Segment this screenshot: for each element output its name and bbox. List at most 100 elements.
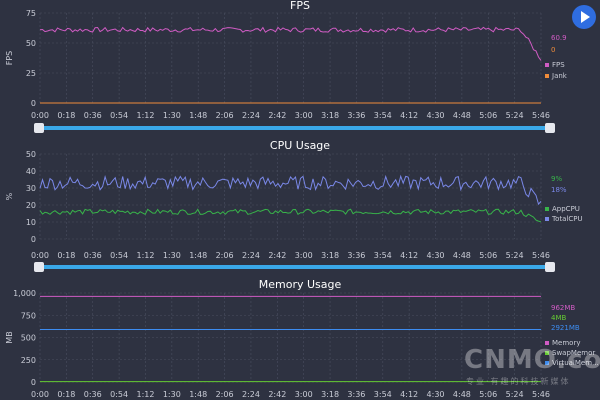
x-tick-label: 5:46 [532, 111, 550, 120]
x-tick-label: 5:46 [532, 251, 550, 260]
current-value-label: 962MB [551, 304, 575, 312]
x-tick-label: 0:36 [84, 251, 102, 260]
x-tick-label: 1:48 [189, 251, 207, 260]
y-tick-label: 500 [21, 334, 36, 343]
legend-swatch [545, 63, 549, 67]
x-tick-label: 4:12 [400, 111, 418, 120]
y-axis-label: % [5, 192, 14, 200]
x-tick-label: 0:18 [57, 251, 75, 260]
x-tick-label: 4:30 [427, 111, 445, 120]
current-value-label: 2921MB [551, 324, 580, 332]
series-line-fps [39, 26, 542, 61]
x-tick-label: 5:46 [532, 390, 550, 399]
chart-title: CPU Usage [270, 139, 330, 152]
series-line-totalcpu [39, 174, 542, 206]
range-slider-handle-left [34, 123, 44, 133]
y-tick-label: 1,000 [13, 289, 36, 298]
legend-item: VirtualMem... [552, 359, 599, 367]
legend-item: SwapMemor [552, 349, 595, 357]
legend-item: Jank [551, 72, 568, 80]
x-tick-label: 0:00 [31, 390, 49, 399]
x-tick-label: 4:48 [453, 111, 471, 120]
y-axis-label: FPS [5, 51, 14, 66]
x-tick-label: 3:36 [347, 251, 365, 260]
legend-item: AppCPU [552, 205, 580, 213]
x-tick-label: 1:12 [136, 111, 154, 120]
x-tick-label: 3:54 [374, 390, 392, 399]
x-tick-label: 2:42 [268, 251, 286, 260]
x-tick-label: 0:36 [84, 390, 102, 399]
x-tick-label: 5:06 [479, 251, 497, 260]
watermark-logo: CNMO.com [464, 345, 600, 375]
x-tick-label: 5:24 [506, 251, 524, 260]
series-line-appcpu [39, 208, 542, 223]
x-tick-label: 3:18 [321, 390, 339, 399]
x-tick-label: 3:18 [321, 251, 339, 260]
y-tick-label: 25 [26, 69, 36, 78]
y-tick-label: 750 [21, 311, 36, 320]
y-tick-label: 50 [26, 39, 36, 48]
x-tick-label: 4:48 [453, 251, 471, 260]
x-tick-label: 3:36 [347, 111, 365, 120]
x-tick-label: 4:48 [453, 390, 471, 399]
x-tick-label: 3:54 [374, 251, 392, 260]
x-tick-label: 2:24 [242, 251, 260, 260]
x-tick-label: 1:12 [136, 390, 154, 399]
x-tick-label: 1:48 [189, 390, 207, 399]
x-tick-label: 5:24 [506, 390, 524, 399]
x-tick-label: 3:54 [374, 111, 392, 120]
current-value-label: 18% [551, 186, 567, 194]
legend-item: TotalCPU [551, 215, 583, 223]
x-tick-label: 2:24 [242, 111, 260, 120]
y-tick-label: 0 [31, 378, 36, 387]
x-tick-label: 0:00 [31, 111, 49, 120]
y-axis-label: MB [5, 331, 14, 343]
y-tick-label: 250 [21, 356, 36, 365]
x-tick-label: 2:06 [216, 390, 234, 399]
x-tick-label: 0:54 [110, 251, 128, 260]
x-tick-label: 1:48 [189, 111, 207, 120]
y-tick-label: 75 [26, 9, 36, 18]
x-tick-label: 4:30 [427, 251, 445, 260]
legend-swatch [545, 341, 549, 345]
x-tick-label: 1:12 [136, 251, 154, 260]
play-icon[interactable] [572, 5, 596, 29]
x-tick-label: 3:00 [295, 251, 313, 260]
x-tick-label: 0:54 [110, 111, 128, 120]
legend-item: Memory [552, 339, 580, 347]
x-tick-label: 3:18 [321, 111, 339, 120]
current-value-label: 4MB [551, 314, 566, 322]
range-slider-handle-right [545, 123, 555, 133]
x-tick-label: 4:12 [400, 251, 418, 260]
range-slider-track [40, 265, 553, 269]
range-slider-handle-left [34, 262, 44, 272]
x-tick-label: 3:00 [295, 390, 313, 399]
legend-swatch [545, 361, 549, 365]
current-value-label: 60.9 [551, 34, 567, 42]
x-tick-label: 2:42 [268, 111, 286, 120]
legend-swatch [545, 74, 549, 78]
x-tick-label: 0:54 [110, 390, 128, 399]
x-tick-label: 3:00 [295, 111, 313, 120]
y-tick-label: 0 [31, 99, 36, 108]
x-tick-label: 5:06 [479, 111, 497, 120]
x-tick-label: 4:30 [427, 390, 445, 399]
x-tick-label: 0:18 [57, 111, 75, 120]
x-tick-label: 2:42 [268, 390, 286, 399]
x-tick-label: 5:24 [506, 111, 524, 120]
current-value-label: 9% [551, 175, 562, 183]
x-tick-label: 3:36 [347, 390, 365, 399]
x-tick-label: 4:12 [400, 390, 418, 399]
y-tick-label: 50 [26, 150, 36, 159]
y-tick-label: 30 [26, 184, 36, 193]
x-tick-label: 2:24 [242, 390, 260, 399]
range-slider-track [40, 126, 553, 130]
x-tick-label: 2:06 [216, 111, 234, 120]
x-tick-label: 0:00 [31, 251, 49, 260]
y-tick-label: 40 [26, 167, 36, 176]
chart-title: FPS [290, 0, 310, 12]
watermark-subtitle: 专业·有趣的科技新媒体 [466, 377, 571, 386]
x-tick-label: 0:36 [84, 111, 102, 120]
legend-swatch [545, 207, 549, 211]
legend-swatch [545, 351, 549, 355]
